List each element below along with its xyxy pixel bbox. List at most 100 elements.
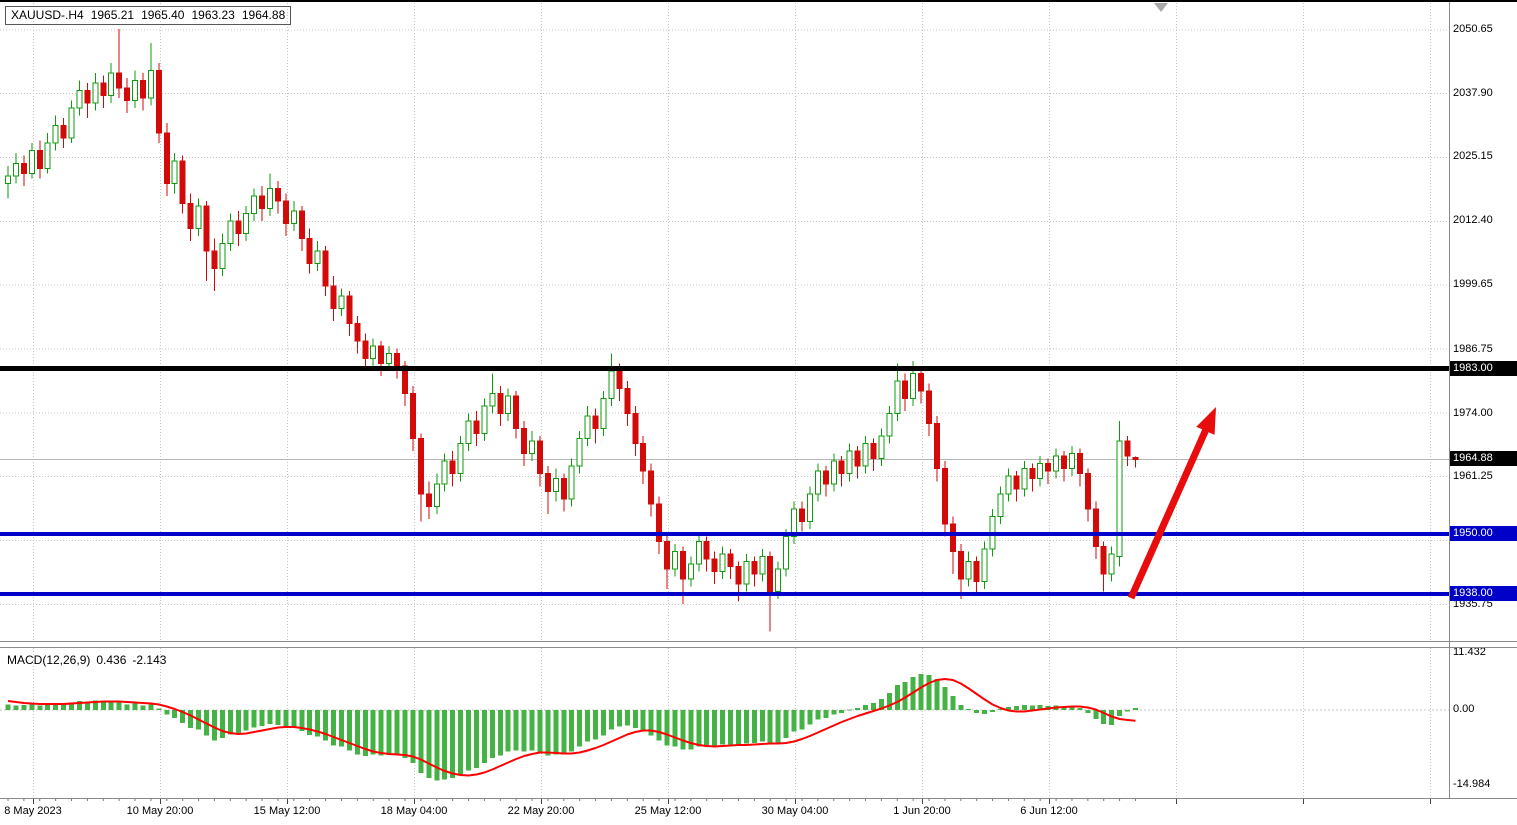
time-axis-label: 8 May 2023 — [4, 805, 62, 817]
bear-candle-body — [36, 150, 43, 169]
macd-histogram-bar — [513, 710, 519, 751]
price-scale[interactable]: 2050.65 2037.90 2025.15 2012.40 1999.65 1986.… — [1450, 0, 1517, 641]
macd-indicator-pane[interactable]: MACD(12,26,9) 0.436 -2.143 — [0, 648, 1449, 798]
pane-splitter[interactable] — [0, 641, 1517, 648]
macd-histogram-bar — [1085, 710, 1091, 713]
macd-canvas[interactable] — [0, 648, 1449, 798]
macd-histogram-bar — [5, 704, 11, 710]
bear-candle-body — [60, 125, 67, 139]
macd-histogram-bar — [942, 687, 948, 710]
macd-histogram-bar — [45, 704, 51, 710]
bull-candle-body — [219, 242, 226, 269]
bull-candle-body — [600, 398, 607, 430]
macd-histogram-bar — [362, 710, 368, 756]
macd-signal-line — [7, 678, 1136, 777]
macd-histogram-bar — [712, 710, 718, 746]
main-chart-pane[interactable]: XAUUSD-.H4 1965.21 1965.40 1963.23 1964.88 — [0, 0, 1449, 641]
price-chart-canvas[interactable] — [0, 0, 1449, 641]
bull-candle-body — [12, 162, 19, 177]
bear-candle-body — [1076, 453, 1083, 475]
bear-candle-body — [941, 468, 948, 525]
macd-histogram-bar — [807, 710, 813, 725]
bear-candle-body — [902, 380, 909, 400]
bear-candle-body — [656, 503, 663, 542]
macd-histogram-bar — [458, 710, 464, 775]
macd-histogram-bar — [481, 710, 487, 763]
bull-candle-body — [1053, 455, 1060, 472]
time-axis-label: 18 May 04:00 — [380, 805, 448, 817]
bear-candle-body — [521, 428, 528, 455]
bear-candle-body — [767, 555, 774, 592]
bull-candle-body — [568, 465, 575, 500]
macd-scale[interactable]: 11.432 0.00 -14.984 — [1450, 646, 1517, 798]
macd-histogram-bar — [648, 710, 654, 736]
time-axis-label: 1 Jun 20:00 — [893, 805, 951, 817]
bear-candle-body — [1045, 463, 1052, 472]
bear-candle-body — [473, 420, 480, 435]
bear-candle-body — [20, 162, 27, 174]
macd-histogram-bar — [934, 679, 940, 710]
bull-candle-body — [433, 483, 440, 507]
price-badge: 1950.00 — [1450, 525, 1517, 541]
macd-histogram-bar — [823, 710, 829, 718]
macd-histogram-bar — [37, 705, 43, 710]
macd-histogram-bar — [315, 710, 321, 737]
macd-histogram-bar — [1029, 705, 1035, 710]
bear-candle-body — [664, 540, 671, 570]
bull-candle-body — [814, 470, 821, 495]
macd-histogram-bar — [863, 705, 869, 710]
bear-candle-body — [139, 80, 146, 99]
bull-candle-body — [68, 107, 75, 139]
bear-candle-body — [536, 440, 543, 475]
bull-candle-body — [552, 478, 559, 492]
price-badge: 1983.00 — [1450, 360, 1517, 376]
bull-candle-body — [195, 205, 202, 229]
macd-histogram-bar — [831, 710, 837, 715]
bear-candle-body — [1124, 440, 1131, 457]
macd-histogram-bar — [418, 710, 424, 773]
macd-signal-value: -2.143 — [132, 653, 167, 667]
trend-arrow-head[interactable] — [1196, 407, 1216, 435]
macd-histogram-bar — [545, 710, 551, 756]
bull-candle-body — [171, 160, 178, 184]
macd-histogram-bar — [148, 704, 154, 710]
bear-candle-body — [1061, 455, 1068, 470]
macd-histogram-bar — [775, 710, 781, 743]
macd-histogram-bar — [958, 705, 964, 710]
chart-shift-marker-icon — [1154, 3, 1168, 12]
macd-histogram-bar — [172, 710, 178, 718]
macd-histogram-bar — [1037, 705, 1043, 710]
bull-candle-body — [457, 443, 464, 475]
bull-candle-body — [576, 438, 583, 467]
price-axis-label: 1999.65 — [1453, 278, 1493, 291]
macd-histogram-bar — [1093, 710, 1099, 719]
bear-candle-body — [624, 388, 631, 415]
bull-candle-body — [743, 560, 750, 585]
macd-indicator-label: MACD(12,26,9) 0.436 -2.143 — [7, 653, 172, 667]
price-axis-label: 1986.75 — [1453, 342, 1493, 355]
macd-histogram-bar — [100, 702, 106, 710]
price-scale-separator — [1449, 0, 1450, 798]
bear-candle-body — [1084, 473, 1091, 510]
bull-candle-body — [862, 443, 869, 467]
bull-candle-body — [1068, 453, 1075, 470]
bull-candle-body — [671, 550, 678, 570]
bull-candle-body — [981, 548, 988, 582]
low-value: 1963.23 — [191, 8, 235, 22]
macd-histogram-bar — [386, 710, 392, 754]
bear-candle-body — [100, 82, 107, 97]
macd-histogram-bar — [61, 704, 67, 710]
trend-arrow-shaft[interactable] — [1127, 425, 1211, 600]
bear-candle-body — [497, 393, 504, 415]
macd-histogram-bar — [116, 702, 122, 710]
bear-candle-body — [163, 132, 170, 184]
macd-histogram-bar — [950, 696, 956, 710]
bull-candle-body — [505, 395, 512, 415]
time-scale[interactable]: 8 May 2023 10 May 20:00 15 May 12:00 18 May… — [0, 798, 1517, 825]
bear-candle-body — [1100, 545, 1107, 575]
bull-candle-body — [965, 560, 972, 580]
bear-candle-body — [727, 553, 734, 567]
macd-histogram-bar — [291, 710, 297, 728]
macd-histogram-bar — [505, 710, 511, 752]
